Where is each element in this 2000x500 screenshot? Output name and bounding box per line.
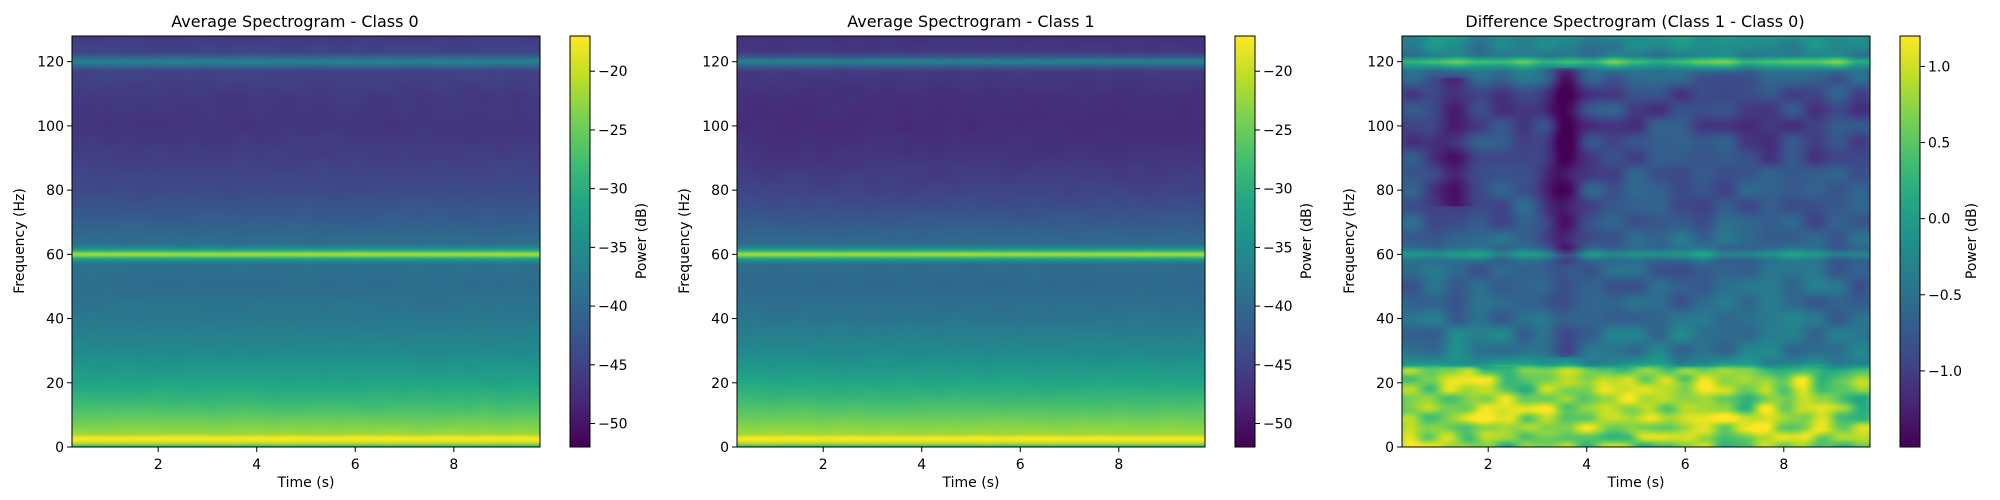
y-tick-label: 120 (1367, 55, 1394, 71)
y-tick-label: 100 (702, 119, 729, 135)
y-axis-ticks: 0 20 40 60 80 100 120 (1367, 55, 1402, 456)
colorbar-tick-label: −30 (1263, 182, 1293, 198)
y-tick-label: 60 (1376, 247, 1394, 263)
y-tick-label: 80 (46, 183, 64, 199)
colorbar-gradient (1234, 35, 1256, 448)
x-axis-label: Time (s) (1607, 475, 1665, 491)
colorbar-tick-label: −1.0 (1928, 364, 1962, 380)
colorbar-tick-label: −45 (1263, 358, 1293, 374)
colorbar-gradient (1899, 35, 1921, 448)
heatmap-area (736, 35, 1206, 448)
colorbar-tick-label: −30 (598, 182, 628, 198)
x-tick-label: 2 (819, 457, 828, 473)
y-tick-label: 60 (46, 247, 64, 263)
x-axis-label: Time (s) (942, 475, 1000, 491)
colorbar-tick-label: −45 (598, 358, 628, 374)
y-tick-label: 0 (720, 440, 729, 456)
colorbar-tick-label: −25 (1263, 123, 1293, 139)
y-axis-label: Frequency (Hz) (1342, 188, 1358, 294)
y-tick-label: 20 (46, 376, 64, 392)
x-tick-label: 2 (154, 457, 163, 473)
x-tick-label: 4 (1582, 457, 1591, 473)
y-tick-label: 40 (1376, 312, 1394, 328)
colorbar-ticks: 1.0 0.5 0.0 −0.5 −1.0 (1920, 59, 1962, 380)
colorbar-tick-label: 1.0 (1928, 59, 1950, 75)
y-tick-label: 80 (1376, 183, 1394, 199)
x-tick-label: 6 (1681, 457, 1690, 473)
panel-difference: Difference Spectrogram (Class 1 - Class … (1342, 12, 1980, 491)
y-tick-label: 20 (1376, 376, 1394, 392)
colorbar-tick-label: −25 (598, 123, 628, 139)
panel-class-1: Average Spectrogram - Class 1 0 20 40 60 80 1… (677, 12, 1315, 491)
y-tick-label: 0 (55, 440, 64, 456)
y-tick-label: 40 (46, 312, 64, 328)
x-tick-label: 2 (1484, 457, 1493, 473)
colorbar-tick-label: −35 (598, 240, 628, 256)
x-tick-label: 8 (1114, 457, 1123, 473)
chart-title: Difference Spectrogram (Class 1 - Class … (1465, 12, 1804, 31)
colorbar-tick-label: −20 (598, 64, 628, 80)
x-axis-ticks: 2 4 6 8 (819, 447, 1123, 473)
y-tick-label: 100 (1367, 119, 1394, 135)
colorbar-tick-label: −35 (1263, 240, 1293, 256)
colorbar-tick-label: −50 (598, 417, 628, 433)
x-tick-label: 8 (1779, 457, 1788, 473)
colorbar-tick-label: −40 (598, 299, 628, 315)
colorbar-tick-label: −40 (1263, 299, 1293, 315)
y-axis-ticks: 0 20 40 60 80 100 120 (37, 55, 72, 456)
y-axis-ticks: 0 20 40 60 80 100 120 (702, 55, 737, 456)
panel-class-0: Average Spectrogram - Class 0 0 20 40 60 80 1… (12, 12, 650, 491)
y-tick-label: 60 (711, 247, 729, 263)
colorbar-label: Power (dB) (634, 203, 650, 279)
y-tick-label: 100 (37, 119, 64, 135)
chart-title: Average Spectrogram - Class 1 (847, 12, 1094, 31)
x-axis-ticks: 2 4 6 8 (1484, 447, 1788, 473)
colorbar-tick-label: −50 (1263, 417, 1293, 433)
spectrogram-image (737, 36, 1205, 447)
x-axis-label: Time (s) (277, 475, 335, 491)
colorbar-ticks: −20 −25 −30 −35 −40 −45 −50 (590, 64, 628, 433)
colorbar-tick-label: −20 (1263, 64, 1293, 80)
colorbar-label: Power (dB) (1964, 203, 1980, 279)
chart-title: Average Spectrogram - Class 0 (171, 12, 418, 31)
colorbar: −20 −25 −30 −35 −40 −45 −50 Power (dB) (569, 35, 650, 448)
colorbar-tick-label: 0.0 (1928, 212, 1950, 228)
y-axis-label: Frequency (Hz) (12, 188, 28, 294)
colorbar-ticks: −20 −25 −30 −35 −40 −45 −50 (1255, 64, 1293, 433)
heatmap-area (1401, 35, 1871, 448)
x-tick-label: 4 (252, 457, 261, 473)
y-axis-label: Frequency (Hz) (677, 188, 693, 294)
spectrogram-image (72, 36, 540, 447)
y-tick-label: 0 (1385, 440, 1394, 456)
y-tick-label: 120 (37, 55, 64, 71)
heatmap-area (71, 35, 541, 448)
x-axis-ticks: 2 4 6 8 (154, 447, 458, 473)
y-tick-label: 40 (711, 312, 729, 328)
colorbar-tick-label: −0.5 (1928, 288, 1962, 304)
x-tick-label: 8 (449, 457, 458, 473)
colorbar-tick-label: 0.5 (1928, 136, 1950, 152)
x-tick-label: 6 (351, 457, 360, 473)
y-tick-label: 80 (711, 183, 729, 199)
colorbar-gradient (569, 35, 591, 448)
x-tick-label: 6 (1016, 457, 1025, 473)
y-tick-label: 20 (711, 376, 729, 392)
colorbar: −20 −25 −30 −35 −40 −45 −50 Power (dB) (1234, 35, 1315, 448)
spectrogram-image (1402, 36, 1870, 447)
x-tick-label: 4 (917, 457, 926, 473)
y-tick-label: 120 (702, 55, 729, 71)
colorbar-label: Power (dB) (1299, 203, 1315, 279)
colorbar: 1.0 0.5 0.0 −0.5 −1.0 Power (dB) (1899, 35, 1980, 448)
